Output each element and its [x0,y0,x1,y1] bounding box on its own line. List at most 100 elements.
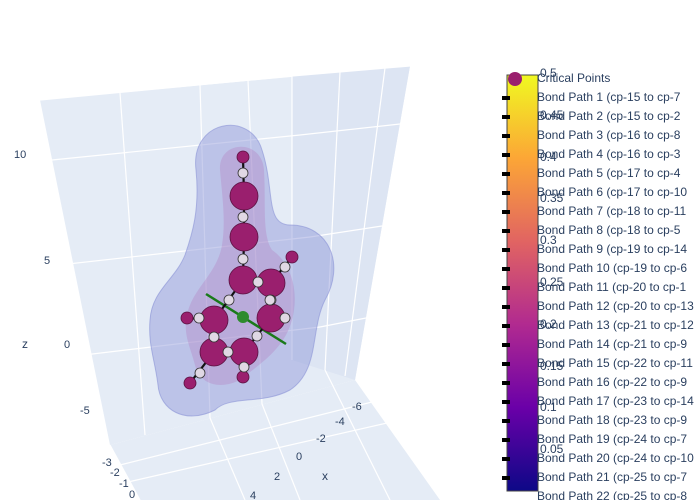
critical-point-11[interactable] [208,331,220,343]
z-tick-minus5: -5 [80,405,90,417]
colorbar-tick-7: 0.15 [540,358,564,373]
legend-label: Bond Path 21 (cp-25 to cp-7 [537,470,688,484]
floor-plane [110,380,440,500]
y-tick-minus3: -3 [102,457,112,469]
legend-label: Bond Path 20 (cp-24 to cp-10 [537,451,694,465]
critical-point-5[interactable] [223,294,235,306]
legend-label: Bond Path 3 (cp-16 to cp-8 [537,128,681,142]
x-tick-minus4: -4 [335,416,345,428]
atoms [180,150,299,390]
legend-label: Bond Path 4 (cp-16 to cp-3 [537,147,681,161]
colorbar [506,74,539,492]
legend-marker-line [502,324,510,328]
x-tick-minus6: -6 [352,401,362,413]
z-tick-10: 10 [14,149,26,161]
y-tick-minus2: -2 [110,467,120,479]
legend-label: Bond Path 6 (cp-17 to cp-10 [537,185,688,199]
legend-marker-line [502,191,510,195]
x-axis-title: x [322,469,328,483]
legend-label: Bond Path 1 (cp-15 to cp-7 [537,90,681,104]
critical-point-10[interactable] [222,346,234,358]
critical-point-7[interactable] [279,312,291,324]
scene-svg[interactable]: 10 5 0 -5 z -6 -4 -2 0 2 4 x -3 -2 -1 0 [0,0,490,500]
critical-point-3[interactable] [237,253,249,265]
legend-label: Bond Path 15 (cp-22 to cp-11 [537,356,693,370]
legend-label: Bond Path 17 (cp-23 to cp-14 [537,394,694,408]
legend-marker-line [502,115,510,119]
legend-label: Bond Path 7 (cp-18 to cp-11 [537,204,687,218]
x-tick-2: 2 [274,471,280,483]
legend-marker-line [502,248,510,252]
legend-label: Bond Path 12 (cp-20 to cp-13 [537,299,694,313]
critical-point-13[interactable] [194,367,206,379]
legend-marker-line [502,153,510,157]
x-axis: -6 -4 -2 0 2 4 x [250,401,362,500]
legend-marker-line [502,286,510,290]
critical-point-12[interactable] [193,312,205,324]
axis-center-point [237,311,249,323]
atom-10[interactable] [180,311,194,325]
legend-label: Bond Path 10 (cp-19 to cp-6 [537,261,688,275]
legend-marker-line [502,457,510,461]
colorbar-tick-5: 0.25 [540,275,564,289]
legend-marker-line [502,172,510,176]
legend-label: Bond Path 19 (cp-24 to cp-7 [537,432,688,446]
legend-marker-line [502,229,510,233]
y-tick-0: 0 [129,489,135,500]
legend-marker-line [502,476,510,480]
critical-point-8[interactable] [251,330,263,342]
z-axis: 10 5 0 -5 z [14,149,90,417]
critical-point-15[interactable] [264,294,276,306]
legend-marker-line [502,400,510,404]
y-axis: -3 -2 -1 0 [102,457,135,500]
legend-marker-line [502,362,510,366]
critical-point-4[interactable] [252,276,264,288]
legend-label: Bond Path 18 (cp-23 to cp-9 [537,413,688,427]
legend-label: Bond Path 8 (cp-18 to cp-5 [537,223,681,237]
colorbar-gradient [506,74,539,492]
legend-label: Bond Path 2 (cp-15 to cp-2 [537,109,681,123]
colorbar-tick-8: 0.1 [540,400,557,415]
atom-3[interactable] [229,222,259,252]
legend-label: Critical Points [537,71,611,85]
colorbar-tick-1: 0.45 [540,107,564,122]
legend-label: Bond Path 5 (cp-17 to cp-4 [537,166,681,180]
legend-label: Bond Path 14 (cp-21 to cp-9 [537,337,688,351]
atom-11[interactable] [183,376,197,390]
critical-point-2[interactable] [237,211,249,223]
x-tick-4: 4 [250,490,256,500]
critical-points [193,167,291,379]
legend-marker-line [502,210,510,214]
colorbar-tick-0: 0.5 [540,66,557,80]
legend-marker-line [502,343,510,347]
critical-point-9[interactable] [238,361,250,373]
3d-scene[interactable]: 10 5 0 -5 z -6 -4 -2 0 2 4 x -3 -2 -1 0 [0,0,490,500]
atom-4[interactable] [228,265,258,295]
critical-point-1[interactable] [237,167,249,179]
critical-point-14[interactable] [279,261,291,273]
legend-label: Bond Path 11 (cp-20 to cp-1 [537,280,687,294]
atom-12[interactable] [236,370,250,384]
legend-label: Bond Path 16 (cp-22 to cp-9 [537,375,688,389]
colorbar-tick-4: 0.3 [540,233,557,248]
atom-13[interactable] [285,250,299,264]
atom-2[interactable] [229,181,259,211]
colorbar-tick-9: 0.05 [540,442,564,457]
legend-marker-line [502,267,510,271]
right-wall [292,66,410,380]
atom-1[interactable] [236,150,250,164]
legend-label: Bond Path 22 (cp-25 to cp-8 [537,489,688,500]
legend-label: Bond Path 9 (cp-19 to cp-14 [537,242,688,256]
legend-marker-line [502,134,510,138]
x-tick-0: 0 [296,451,302,463]
colorbar-tick-3: 0.35 [540,191,564,206]
x-tick-minus2: -2 [316,433,326,445]
colorbar-tick-6: 0.2 [540,316,557,331]
legend-marker-line [502,381,510,385]
legend-label: Bond Path 13 (cp-21 to cp-12 [537,318,694,332]
colorbar-tick-2: 0.4 [540,149,557,164]
legend-marker-line [502,438,510,442]
atom-9[interactable] [199,305,229,335]
z-tick-5: 5 [44,255,50,267]
